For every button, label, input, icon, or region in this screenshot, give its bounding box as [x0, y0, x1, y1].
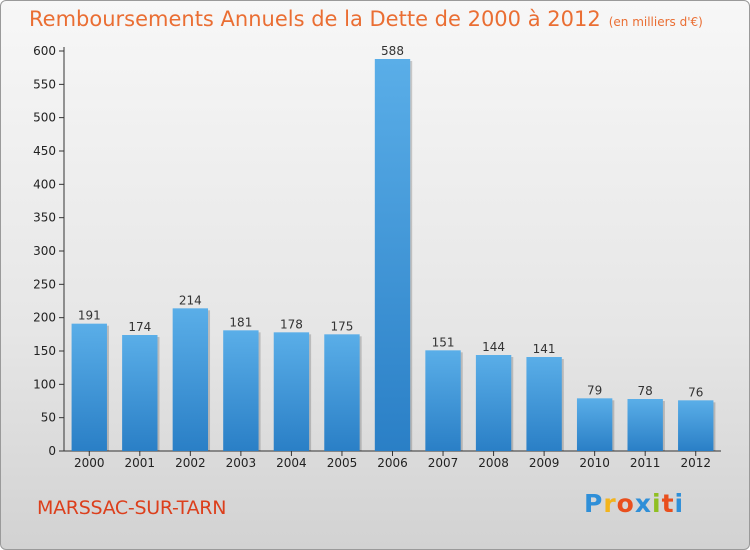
bar-2012 — [678, 400, 714, 451]
value-label: 151 — [432, 335, 455, 349]
bar-2006 — [374, 59, 411, 451]
x-tick-label: 2003 — [226, 456, 257, 470]
bar-2005 — [324, 334, 360, 451]
y-tick-label: 100 — [33, 377, 56, 391]
bar-2010 — [576, 398, 613, 451]
x-tick-label: 2004 — [276, 456, 307, 470]
bar-2002 — [172, 308, 209, 451]
y-tick-label: 50 — [41, 411, 56, 425]
value-label: 78 — [638, 384, 653, 398]
x-tick-label: 2000 — [74, 456, 105, 470]
x-tick-label: 2011 — [630, 456, 661, 470]
x-tick-label: 2006 — [377, 456, 408, 470]
value-label: 588 — [381, 44, 404, 58]
bar-2000 — [71, 323, 107, 451]
x-tick-label: 2009 — [529, 456, 560, 470]
bar-2003 — [223, 330, 259, 451]
x-tick-label: 2008 — [478, 456, 509, 470]
chart-unit: (en milliers d'€) — [608, 15, 703, 29]
y-tick-label: 350 — [33, 211, 56, 225]
y-tick-label: 250 — [33, 277, 56, 291]
y-tick-label: 400 — [33, 177, 56, 191]
y-tick-label: 0 — [48, 444, 56, 458]
value-label: 214 — [179, 293, 202, 307]
x-tick-label: 2001 — [125, 456, 156, 470]
y-tick-label: 450 — [33, 144, 56, 158]
x-tick-label: 2002 — [175, 456, 206, 470]
value-label: 141 — [533, 342, 556, 356]
y-tick-label: 150 — [33, 344, 56, 358]
x-tick-label: 2010 — [579, 456, 610, 470]
bar-2009 — [526, 357, 562, 451]
y-tick-label: 300 — [33, 244, 56, 258]
y-tick-label: 550 — [33, 77, 56, 91]
x-tick-label: 2007 — [428, 456, 459, 470]
chart-axes: 0 50 100 150 200 250 300 350 400 450 500 550 600 — [33, 44, 721, 458]
chart-title: Remboursements Annuels de la Dette de 20… — [29, 7, 703, 31]
bar-2008 — [475, 355, 512, 451]
value-label: 76 — [688, 385, 703, 399]
bar-2004 — [273, 332, 310, 451]
bar-2007 — [425, 350, 461, 451]
chart-title-text: Remboursements Annuels de la Dette de 20… — [29, 7, 601, 31]
value-label: 175 — [331, 319, 354, 333]
chart-labels: 2000 191 2001 174 2002 214 2003 181 2004 178 2005 1… — [74, 44, 711, 470]
value-label: 174 — [128, 320, 151, 334]
value-label: 191 — [78, 309, 101, 323]
proxiti-logo: Proxiti — [584, 489, 685, 518]
x-tick-label: 2012 — [680, 456, 711, 470]
chart-bars — [71, 59, 716, 451]
value-label: 79 — [587, 383, 602, 397]
x-tick-label: 2005 — [327, 456, 358, 470]
y-tick-label: 600 — [33, 44, 56, 58]
bar-2001 — [122, 335, 158, 451]
value-label: 181 — [229, 315, 252, 329]
y-tick-label: 200 — [33, 311, 56, 325]
value-label: 178 — [280, 317, 303, 331]
commune-name: MARSSAC-SUR-TARN — [37, 497, 227, 519]
y-tick-label: 500 — [33, 111, 56, 125]
value-label: 144 — [482, 340, 505, 354]
bar-2011 — [627, 399, 663, 451]
